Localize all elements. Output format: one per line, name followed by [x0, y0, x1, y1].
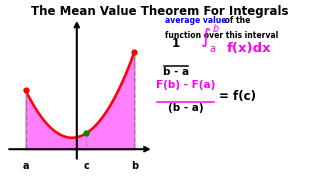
Text: c: c [84, 161, 89, 171]
Text: = f(c): = f(c) [219, 90, 256, 103]
Text: average value: average value [165, 16, 226, 25]
Text: (b - a): (b - a) [168, 103, 204, 113]
Text: a: a [22, 161, 29, 171]
Text: $\int_a^b$: $\int_a^b$ [200, 23, 220, 55]
Text: 1: 1 [172, 37, 180, 50]
Text: f(x)dx: f(x)dx [227, 42, 272, 55]
Text: function over this interval: function over this interval [165, 31, 278, 40]
Text: b - a: b - a [163, 67, 189, 77]
Text: The Mean Value Theorem For Integrals: The Mean Value Theorem For Integrals [31, 5, 289, 18]
Text: F(b) - F(a): F(b) - F(a) [156, 80, 215, 90]
Text: b: b [131, 161, 138, 171]
Text: of the: of the [222, 16, 250, 25]
